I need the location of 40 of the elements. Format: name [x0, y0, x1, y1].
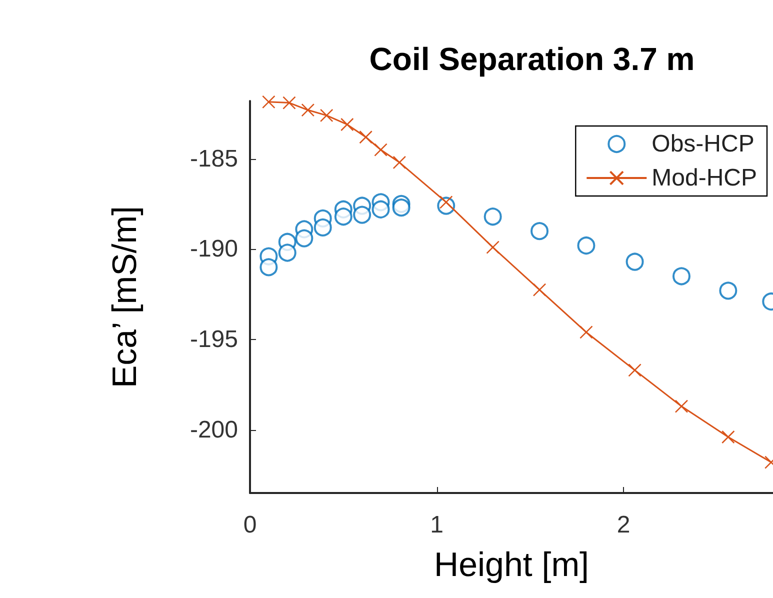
point	[486, 240, 500, 254]
x-axis-title: Height [m]	[434, 546, 589, 584]
y-tick-label: -185	[190, 145, 238, 172]
chart-title: Coil Separation 3.7 m	[369, 41, 695, 77]
point	[260, 258, 278, 276]
x-tick-label: 0	[243, 512, 257, 538]
point	[372, 200, 390, 218]
y-tick-label: -190	[190, 236, 238, 263]
y-tick-label: -200	[190, 416, 238, 444]
point	[314, 218, 332, 236]
y-axis-title: Eca’ [mS/m]	[106, 206, 144, 388]
legend-label: Mod-HCP	[652, 164, 758, 192]
y-tick-label: -195	[190, 326, 238, 353]
point	[262, 95, 276, 109]
point	[672, 267, 690, 286]
point	[359, 130, 372, 144]
point	[301, 103, 315, 117]
point	[674, 400, 688, 413]
point	[320, 108, 334, 122]
point	[626, 252, 644, 271]
point	[628, 364, 642, 377]
point	[353, 206, 372, 224]
point	[719, 282, 738, 300]
point	[392, 198, 410, 217]
point	[580, 326, 593, 339]
x-tick-label: 1	[430, 512, 444, 538]
point	[722, 430, 735, 444]
point	[340, 118, 354, 132]
point	[295, 229, 314, 248]
legend-label: Obs-HCP	[652, 130, 754, 158]
point	[282, 96, 296, 110]
point	[530, 222, 549, 240]
point	[577, 236, 596, 255]
point	[532, 283, 546, 296]
x-tick-label: 2	[616, 512, 630, 538]
point	[484, 208, 502, 226]
point	[374, 143, 388, 156]
point	[334, 208, 352, 226]
point	[278, 244, 296, 262]
point	[392, 156, 406, 170]
